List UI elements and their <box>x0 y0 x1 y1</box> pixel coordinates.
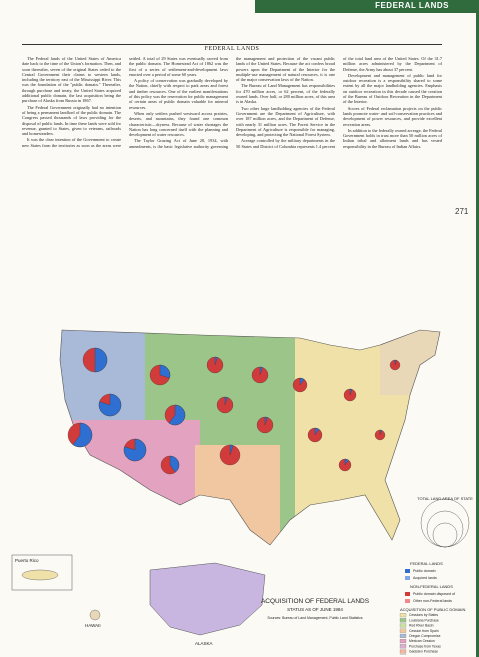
puerto-rico <box>21 569 59 581</box>
pie-slice <box>259 366 263 376</box>
hawaii-label: HAWAII <box>85 623 101 628</box>
rule <box>22 44 442 45</box>
map-source: Sources: Bureau of Land Management, Publ… <box>267 616 363 620</box>
legend-item: Public domain <box>413 569 436 573</box>
legend-item: Gadsden Purchase <box>409 650 438 654</box>
pie-slice <box>349 388 353 396</box>
legend-heading: NON-FEDERAL LANDS <box>410 584 453 589</box>
paragraph: Two other large landholding agencies of … <box>236 105 335 138</box>
pie-slice <box>98 393 122 417</box>
swatch <box>405 592 410 596</box>
pie-slice <box>299 377 305 386</box>
swatch <box>399 633 407 638</box>
legend-item: Oregon Compromise <box>409 634 441 638</box>
hawaii <box>89 609 101 621</box>
section-title: FEDERAL LANDS <box>204 46 260 52</box>
alaska-label: ALASKA <box>195 641 213 646</box>
legend-item: Acquired lands <box>413 576 437 580</box>
puerto-rico-label: Puerto Rico <box>15 558 39 563</box>
swatch <box>399 628 407 633</box>
swatch <box>405 599 410 603</box>
pie-slice <box>224 396 228 406</box>
swatch <box>405 576 410 580</box>
legend-item: Red River Basin <box>409 624 434 628</box>
swatch <box>399 613 407 618</box>
swatch <box>399 618 407 623</box>
paragraph: Acreage controlled by the military depar… <box>236 56 442 149</box>
running-title: FEDERAL LANDS <box>375 1 449 10</box>
paragraph: The Federal Government originally had no… <box>22 104 121 137</box>
map-title: ACQUISITION OF FEDERAL LANDS <box>261 598 370 605</box>
pie-slice <box>94 347 108 373</box>
paragraph: Scores of Federal reclamation projects o… <box>343 105 442 127</box>
paragraph: It was the clear intention of the Govern… <box>22 56 228 148</box>
us-outline <box>59 329 441 546</box>
paragraph: When only settlers pushed westward acros… <box>129 110 228 138</box>
pie-slice <box>159 364 171 379</box>
legend-heading: ACQUISITION OF PUBLIC DOMAIN <box>400 607 465 612</box>
pie-slice <box>264 416 268 426</box>
paragraph: A policy of conservation was gradually d… <box>129 78 228 110</box>
paragraph: The Taylor Grazing Act of June 28, 1934,… <box>129 56 335 149</box>
legend-size-circle <box>432 522 458 548</box>
legend: TOTAL LAND AREA OF STATE FEDERAL LANDS Pub… <box>399 496 473 655</box>
pie-slice <box>379 429 382 436</box>
legend-title: TOTAL LAND AREA OF STATE <box>417 496 473 501</box>
paragraph: The Federal lands of the United States o… <box>22 56 121 104</box>
swatch <box>399 644 407 649</box>
pie-slice <box>314 427 320 436</box>
legend-item: Purchase from Texas <box>409 644 441 648</box>
edge-strip <box>476 0 479 657</box>
paragraph: The Bureau of Land Management has respon… <box>236 83 335 105</box>
pie-slice <box>123 438 147 462</box>
puerto-rico-inset <box>11 554 73 591</box>
legend-item: Cession from Spain <box>409 629 439 633</box>
legend-item: Other non-Federal lands <box>413 599 452 603</box>
legend-item: Cessions by States <box>409 613 438 617</box>
state-pies <box>67 347 401 610</box>
pie-slice <box>394 359 397 366</box>
legend-heading: FEDERAL LANDS <box>410 561 443 566</box>
header-bar: FEDERAL LANDS <box>255 0 479 13</box>
pie-slice <box>169 455 180 473</box>
pie-slice <box>229 444 234 456</box>
legend-item: Louisiana Purchase <box>409 618 439 622</box>
map-subtitle: STATUS AS OF JUNE 1984 <box>287 607 343 612</box>
map: Puerto Rico ALASKA HAWAII ACQUISITION OF… <box>11 329 473 655</box>
alaska-inset <box>149 562 266 636</box>
pie-slice <box>214 356 218 366</box>
paragraph: In addition to the federally owned acrea… <box>343 127 442 149</box>
pie-slice <box>72 422 93 448</box>
swatch <box>399 623 407 628</box>
article-text: The Federal lands of the United States o… <box>22 56 442 306</box>
legend-item: Public domain disposed of <box>413 592 455 596</box>
legend-size-circle <box>426 510 464 548</box>
pie-slice <box>168 404 186 426</box>
legend-item: Mexican Cession <box>409 639 435 643</box>
swatch <box>405 569 410 573</box>
swatch <box>399 649 407 654</box>
paragraph: Development and management of public lan… <box>343 72 442 105</box>
swatch <box>399 639 407 644</box>
page-number: 271 <box>455 207 469 216</box>
pie-slice <box>344 458 349 466</box>
